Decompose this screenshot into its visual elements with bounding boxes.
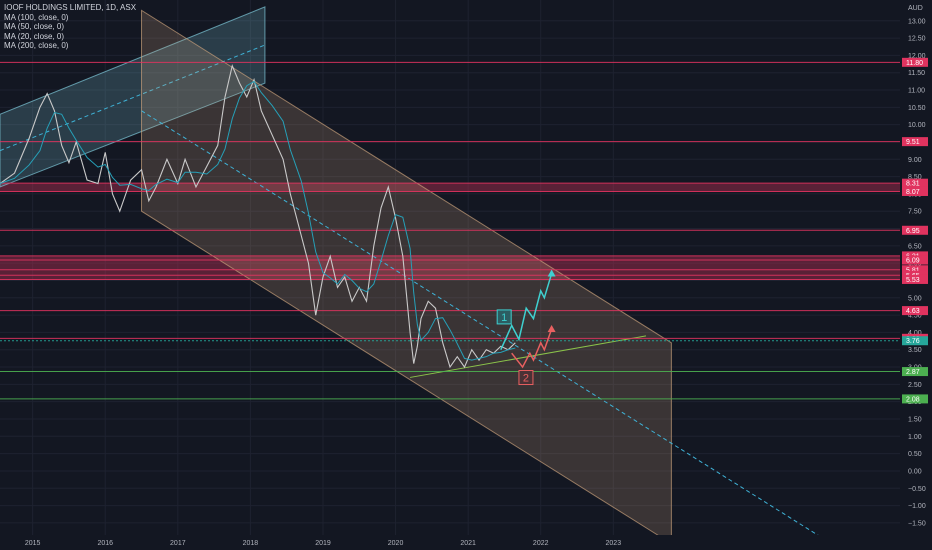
y-tick-label: 0.50 xyxy=(908,451,922,458)
level-tag-bg xyxy=(902,306,928,316)
x-tick-label: 2023 xyxy=(606,540,622,547)
scenario-1-arrowhead xyxy=(547,269,556,277)
x-tick-label: 2017 xyxy=(170,540,186,547)
y-tick-label: 4.50 xyxy=(908,313,922,320)
level-tag-label: 6.95 xyxy=(906,228,920,235)
level-tag-label: 5.81 xyxy=(906,267,920,274)
y-tick-label: 10.00 xyxy=(908,122,926,129)
scenario-2-label: 2 xyxy=(523,373,529,385)
y-tick-label: 13.00 xyxy=(908,18,926,25)
y-tick-label: 3.50 xyxy=(908,347,922,354)
level-tag-bg xyxy=(902,57,928,67)
y-tick-label: 0.00 xyxy=(908,468,922,475)
level-tag-bg xyxy=(902,225,928,235)
level-tag-bg xyxy=(902,265,928,275)
y-tick-label: −0.50 xyxy=(908,486,926,493)
y-tick-label: 10.50 xyxy=(908,105,926,112)
scenario-2-path xyxy=(511,328,553,369)
y-tick-label: 2.50 xyxy=(908,382,922,389)
level-tag-label: 8.07 xyxy=(906,189,920,196)
x-tick-label: 2020 xyxy=(388,540,404,547)
level-tag-bg xyxy=(902,367,928,377)
y-tick-label: 6.50 xyxy=(908,243,922,250)
x-axis: 2015 2016 2017 2018 2019 2020 2021 2022 2023 xyxy=(0,535,900,550)
level-tag-label: 6.09 xyxy=(906,258,920,265)
y-tick-label: 4.00 xyxy=(908,330,922,337)
level-tag-bg xyxy=(902,255,928,265)
channel-midline-rising xyxy=(0,44,266,152)
chart-grid xyxy=(0,0,900,535)
level-tag-bg xyxy=(902,186,928,196)
scenario-1-path xyxy=(500,273,553,351)
scenario-1-label-box xyxy=(496,309,512,325)
price-line xyxy=(0,64,516,369)
channel-midline-falling xyxy=(141,110,843,550)
y-tick-label: −1.00 xyxy=(908,503,926,510)
y-tick-label: 11.00 xyxy=(908,88,925,95)
level-tag-label: 5.53 xyxy=(906,277,920,284)
chart-legend: IOOF HOLDINGS LIMITED, 1D, ASX MA (100, … xyxy=(4,3,136,51)
y-tick-label: −1.50 xyxy=(908,520,926,527)
indicator-ma-20[interactable]: MA (20, close, 0) xyxy=(4,31,65,41)
level-tag-bg xyxy=(902,178,928,188)
y-tick-label: 5.00 xyxy=(908,295,922,302)
level-tag-label: 3.76 xyxy=(906,338,920,345)
x-tick-label: 2018 xyxy=(243,540,259,547)
y-axis: AUD 13.00 12.50 12.00 11.50 11.00 10.50 10.00 9.… xyxy=(900,0,932,550)
scenario-1-label: 1 xyxy=(501,312,507,324)
level-tag-label: 11.80 xyxy=(906,60,923,67)
level-tag-bg xyxy=(902,394,928,404)
level-tag-label: 8.31 xyxy=(906,181,920,188)
y-tick-label: 1.00 xyxy=(908,434,922,441)
x-tick-label: 2015 xyxy=(25,540,41,547)
y-tick-label: 1.50 xyxy=(908,416,922,423)
currency-label: AUD xyxy=(908,5,923,12)
indicator-ma-100[interactable]: MA (100, close, 0) xyxy=(4,12,69,22)
x-tick-label: 2019 xyxy=(315,540,331,547)
y-tick-label: 8.50 xyxy=(908,174,922,181)
level-tag-label: 4.63 xyxy=(906,308,920,315)
level-tag-label: 9.51 xyxy=(906,139,920,146)
price-series xyxy=(0,64,516,369)
y-tick-label: 11.50 xyxy=(908,70,925,77)
level-tag-label: 2.08 xyxy=(906,396,920,403)
level-tag-bg xyxy=(902,137,928,147)
y-tick-label: 9.00 xyxy=(908,157,922,164)
y-tick-label: 12.00 xyxy=(908,53,926,60)
projection-paths: 12 xyxy=(496,269,556,386)
chart-title: IOOF HOLDINGS LIMITED, 1D, ASX xyxy=(4,3,137,12)
x-tick-label: 2016 xyxy=(97,540,113,547)
resistance-zone xyxy=(0,255,900,280)
level-tag-bg xyxy=(902,274,928,284)
scenario-2-label-box xyxy=(518,370,534,386)
level-tag-bg xyxy=(902,336,928,346)
x-axis-background xyxy=(0,535,900,550)
scenario-2-arrowhead xyxy=(547,324,556,332)
level-tag-label: 2.87 xyxy=(906,369,920,376)
indicator-ma-200[interactable]: MA (200, close, 0) xyxy=(4,41,69,51)
x-tick-label: 2021 xyxy=(460,540,476,547)
indicator-ma-50[interactable]: MA (50, close, 0) xyxy=(4,22,65,32)
resistance-zone xyxy=(0,183,900,192)
moving-average-line xyxy=(0,80,516,361)
resistance-zones xyxy=(0,183,900,280)
x-tick-label: 2022 xyxy=(533,540,549,547)
y-tick-label: 7.50 xyxy=(908,209,922,216)
y-tick-label: 12.50 xyxy=(908,36,926,43)
horizontal-levels xyxy=(0,61,900,400)
